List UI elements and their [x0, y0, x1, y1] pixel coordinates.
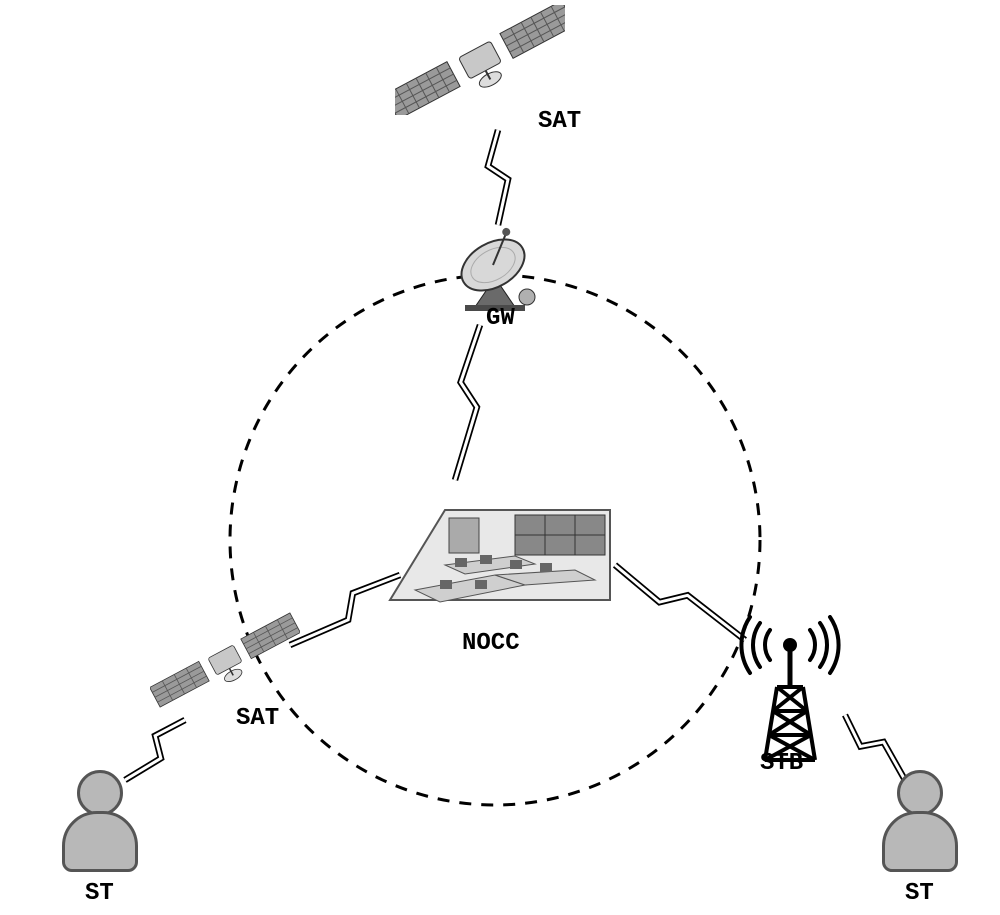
wireless-link: [455, 325, 480, 480]
wireless-link: [488, 130, 508, 225]
satellite-left: [150, 610, 300, 710]
label-sat-left: SAT: [236, 705, 279, 732]
label-gw: GW: [486, 305, 515, 332]
subscriber-terminal-right: [882, 770, 958, 872]
label-st-left: ST: [85, 880, 114, 907]
gateway-dish: [435, 215, 555, 315]
label-stb: STB: [760, 750, 803, 777]
base-station-tower: [725, 615, 855, 765]
nocc-control-room: [385, 480, 615, 630]
background-svg: [0, 0, 1000, 915]
label-nocc: NOCC: [462, 630, 520, 657]
subscriber-terminal-left: [62, 770, 138, 872]
diagram-canvas: SAT GW NOCC SAT STB ST ST: [0, 0, 1000, 915]
satellite-top: [395, 5, 565, 115]
label-sat-top: SAT: [538, 108, 581, 135]
wireless-link: [290, 575, 400, 645]
label-st-right: ST: [905, 880, 934, 907]
